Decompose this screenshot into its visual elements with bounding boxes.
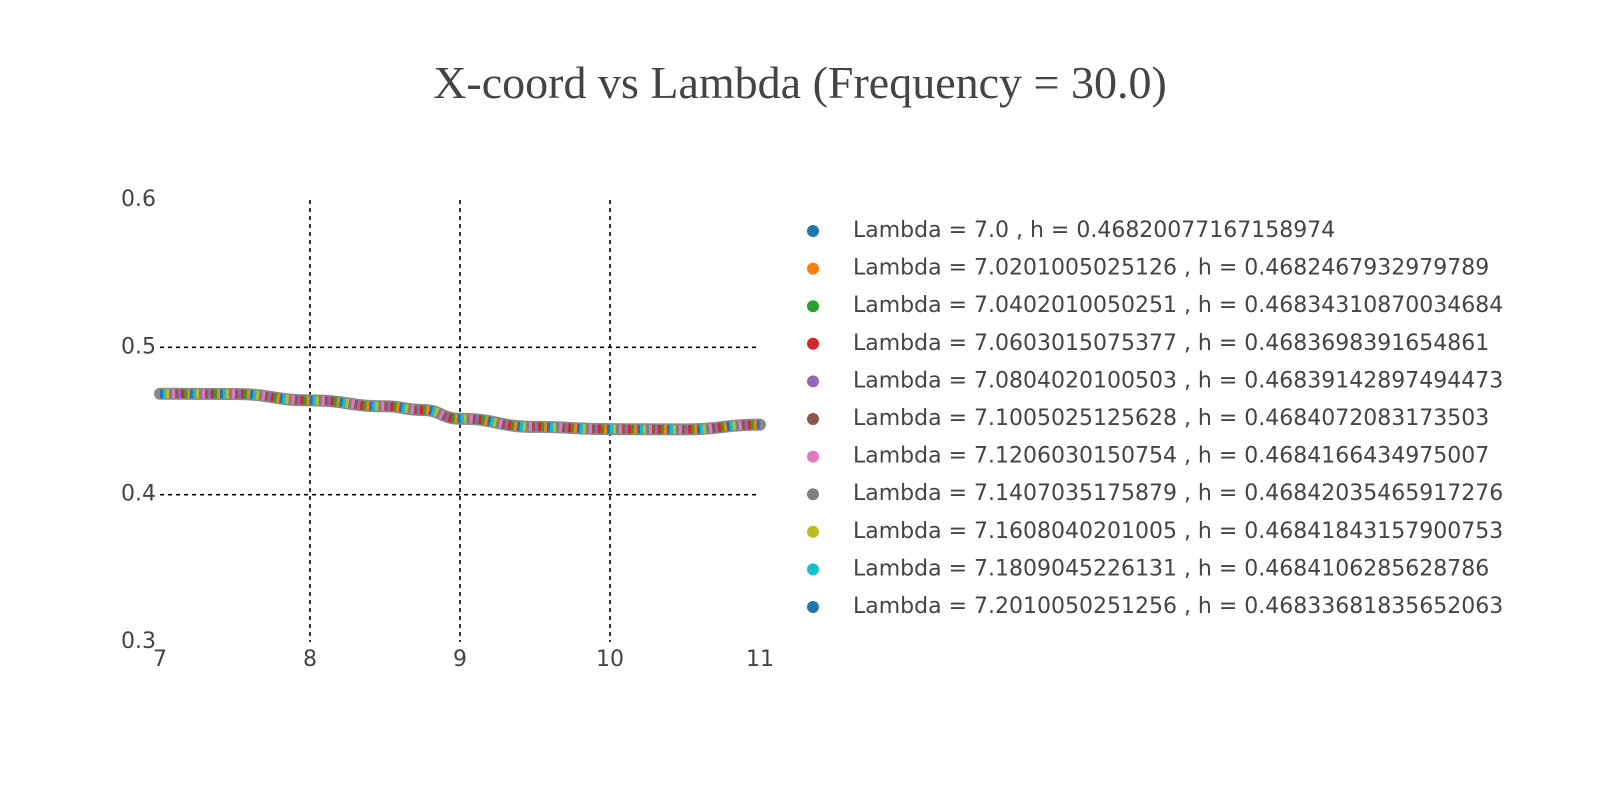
- legend-marker: [807, 337, 819, 350]
- x-tick-label: 9: [453, 647, 467, 672]
- legend-label: Lambda = 7.1407035175879 , h = 0.4684203…: [853, 481, 1503, 506]
- x-tick-label: 7: [153, 647, 167, 672]
- legend-item[interactable]: Lambda = 7.0603015075377 , h = 0.4683698…: [807, 331, 1489, 356]
- legend-item[interactable]: Lambda = 7.0804020100503 , h = 0.4683914…: [807, 368, 1503, 393]
- series-line: [159, 389, 761, 434]
- legend-marker: [807, 450, 819, 463]
- legend[interactable]: Lambda = 7.0 , h = 0.46820077167158974 La…: [807, 218, 1503, 619]
- legend-label: Lambda = 7.0201005025126 , h = 0.4682467…: [853, 256, 1489, 281]
- legend-marker: [807, 601, 819, 613]
- legend-marker: [807, 225, 819, 237]
- series-line: [159, 389, 761, 434]
- y-tick-label: 0.6: [121, 187, 156, 212]
- legend-label: Lambda = 7.1608040201005 , h = 0.4684184…: [853, 519, 1503, 544]
- legend-marker: [807, 413, 819, 425]
- legend-marker: [807, 375, 819, 388]
- legend-item[interactable]: Lambda = 7.2010050251256 , h = 0.4683368…: [807, 594, 1503, 619]
- legend-item[interactable]: Lambda = 7.1407035175879 , h = 0.4684203…: [807, 481, 1503, 506]
- legend-label: Lambda = 7.0 , h = 0.46820077167158974: [853, 218, 1335, 243]
- legend-item[interactable]: Lambda = 7.1005025125628 , h = 0.4684072…: [807, 406, 1489, 431]
- legend-label: Lambda = 7.1809045226131 , h = 0.4684106…: [853, 556, 1489, 581]
- series-line: [159, 389, 761, 434]
- x-tick-label: 8: [303, 647, 317, 672]
- legend-item[interactable]: Lambda = 7.1608040201005 , h = 0.4684184…: [807, 519, 1503, 544]
- legend-marker: [807, 262, 819, 275]
- y-tick-label: 0.4: [121, 482, 156, 507]
- legend-label: Lambda = 7.1206030150754 , h = 0.4684166…: [853, 444, 1489, 469]
- legend-marker: [807, 563, 819, 576]
- legend-marker: [807, 300, 819, 313]
- x-tick-label: 10: [596, 647, 624, 672]
- legend-label: Lambda = 7.0402010050251 , h = 0.4683431…: [853, 293, 1503, 318]
- legend-item[interactable]: Lambda = 7.1809045226131 , h = 0.4684106…: [807, 556, 1489, 581]
- legend-label: Lambda = 7.0804020100503 , h = 0.4683914…: [853, 368, 1503, 393]
- legend-marker: [807, 488, 819, 501]
- x-axis-ticks: 7 8 9 10 11: [153, 647, 774, 672]
- x-tick-label: 11: [746, 647, 774, 672]
- legend-item[interactable]: Lambda = 7.0 , h = 0.46820077167158974: [807, 218, 1335, 243]
- legend-item[interactable]: Lambda = 7.1206030150754 , h = 0.4684166…: [807, 444, 1489, 469]
- legend-marker: [807, 525, 819, 538]
- chart-title: X-coord vs Lambda (Frequency = 30.0): [433, 57, 1167, 108]
- y-axis-ticks: 0.3 0.4 0.5 0.6: [121, 187, 156, 654]
- data-curve: [154, 387, 766, 436]
- legend-item[interactable]: Lambda = 7.0201005025126 , h = 0.4682467…: [807, 256, 1489, 281]
- grid: [160, 200, 760, 642]
- legend-label: Lambda = 7.0603015075377 , h = 0.4683698…: [853, 331, 1489, 356]
- legend-label: Lambda = 7.1005025125628 , h = 0.4684072…: [853, 406, 1489, 431]
- y-tick-label: 0.5: [121, 334, 156, 359]
- legend-item[interactable]: Lambda = 7.0402010050251 , h = 0.4683431…: [807, 293, 1503, 318]
- legend-label: Lambda = 7.2010050251256 , h = 0.4683368…: [853, 594, 1503, 619]
- y-tick-label: 0.3: [121, 629, 156, 654]
